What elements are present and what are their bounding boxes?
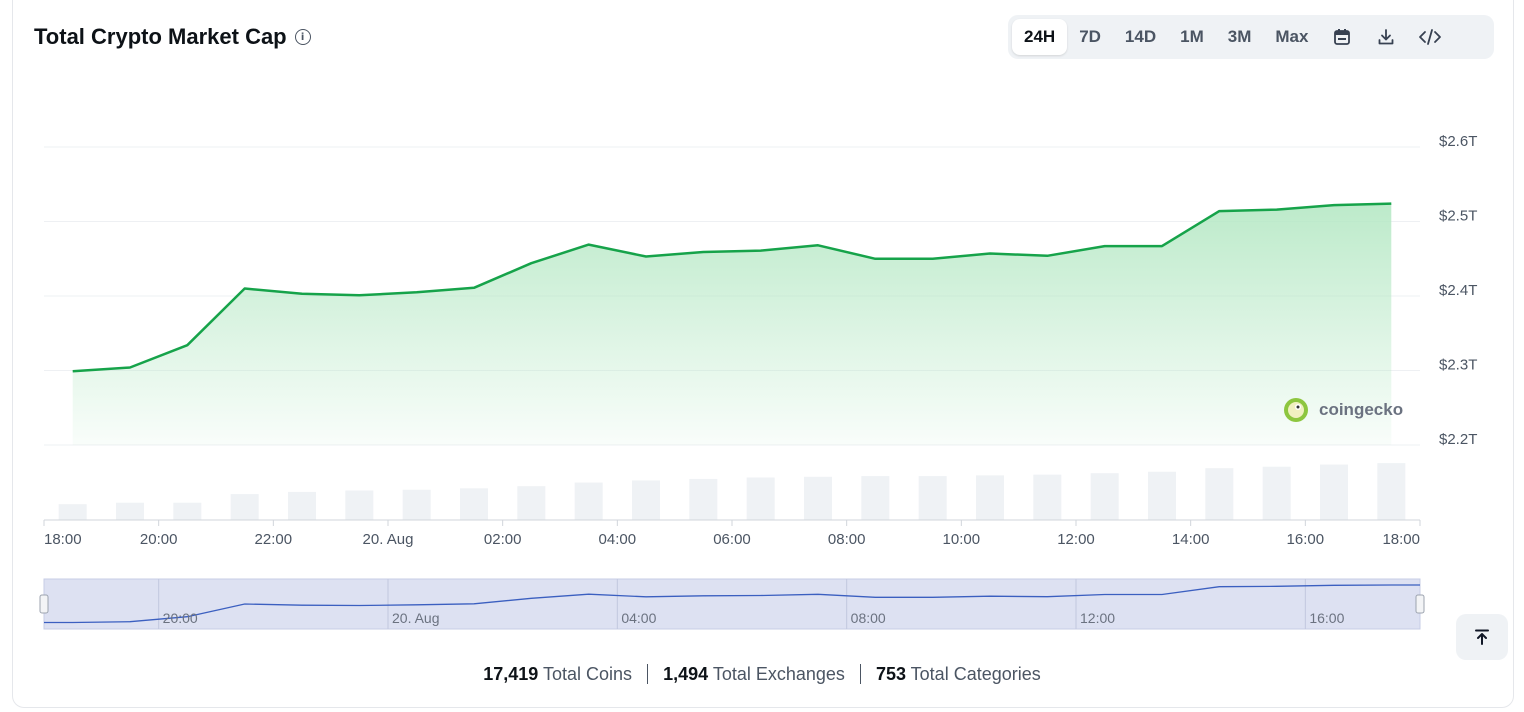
download-icon[interactable]: [1364, 19, 1408, 55]
range-max-button[interactable]: Max: [1275, 27, 1309, 46]
divider: [647, 664, 649, 684]
chart-title: Total Crypto Market Cap i: [34, 24, 311, 50]
total-categories-label: Total Categories: [910, 664, 1041, 684]
divider: [859, 664, 861, 684]
navigator-label: 04:00: [621, 610, 656, 626]
navigator[interactable]: 20:00 20. Aug 04:00 08:00 12:00 16:00: [39, 578, 1425, 630]
total-coins-label: Total Coins: [543, 664, 633, 684]
x-tick-label: 22:00: [255, 531, 293, 548]
volume-bar: [861, 476, 890, 520]
x-axis: 18:00 20:00 22:00 20. Aug 02:00 04:00 06:00 08:…: [43, 520, 1421, 548]
x-tick-label: 20. Aug: [363, 531, 414, 548]
volume-bar: [402, 489, 431, 520]
coingecko-watermark: coingecko: [1284, 398, 1403, 422]
volume-bar: [976, 475, 1004, 520]
range-toolbar: 24H 7D 14D 1M 3M Max: [1008, 15, 1494, 59]
navigator-label: 12:00: [1080, 610, 1115, 626]
volume-bar: [632, 480, 660, 520]
market-cap-area: [72, 203, 1392, 445]
y-axis: $2.2T $2.3T $2.4T $2.5T $2.6T: [1439, 133, 1477, 448]
navigator-label: 16:00: [1309, 610, 1344, 626]
volume-bar: [288, 491, 316, 520]
range-14d-button[interactable]: 14D: [1124, 27, 1157, 46]
x-tick-label: 06:00: [713, 531, 751, 548]
x-tick-label: 02:00: [484, 531, 522, 548]
y-tick-label: $2.2T: [1439, 431, 1477, 448]
total-exchanges-label: Total Exchanges: [712, 664, 845, 684]
volume-bar: [1148, 471, 1176, 520]
volume-bar: [517, 486, 546, 520]
volume-bar: [230, 494, 259, 520]
range-3m-button[interactable]: 3M: [1227, 27, 1252, 46]
volume-bar: [574, 482, 603, 520]
x-tick-label: 10:00: [943, 531, 981, 548]
arrow-up-to-line-icon: [1475, 629, 1489, 645]
volume-bars: [58, 463, 1406, 520]
range-1m-button[interactable]: 1M: [1180, 27, 1204, 46]
navigator-right-handle[interactable]: [1415, 594, 1425, 614]
navigator-line: [44, 584, 1420, 624]
x-tick-label: 20:00: [140, 531, 178, 548]
volume-bar: [345, 490, 374, 520]
volume-bar: [1262, 466, 1291, 520]
volume-bar: [1033, 474, 1062, 520]
y-tick-label: $2.5T: [1439, 208, 1477, 225]
volume-bar: [460, 488, 488, 520]
x-tick-label: 08:00: [828, 531, 866, 548]
volume-bar: [1090, 473, 1119, 520]
stats-footer: 17,419 Total Coins 1,494 Total Exchanges…: [0, 664, 1524, 685]
volume-bar: [746, 477, 775, 520]
range-24h-button[interactable]: 24H: [1012, 19, 1068, 55]
x-tick-label: 18:00: [44, 531, 82, 548]
total-coins-value: 17,419: [483, 664, 539, 684]
x-tick-label: 16:00: [1287, 531, 1325, 548]
volume-bar: [1205, 468, 1234, 520]
x-tick-label: 18:00: [1382, 531, 1420, 548]
scroll-to-top-button[interactable]: [1456, 614, 1508, 660]
x-tick-label: 04:00: [599, 531, 637, 548]
y-tick-label: $2.3T: [1439, 357, 1477, 374]
volume-bar: [173, 502, 202, 520]
chart-title-text: Total Crypto Market Cap: [34, 24, 287, 49]
volume-bar: [1320, 464, 1348, 520]
volume-bar: [689, 478, 718, 520]
x-tick-label: 12:00: [1057, 531, 1095, 548]
volume-bar: [58, 504, 87, 520]
embed-code-icon[interactable]: [1408, 19, 1452, 55]
navigator-label: 08:00: [851, 610, 886, 626]
volume-bar: [116, 502, 144, 520]
x-tick-label: 14:00: [1172, 531, 1210, 548]
range-7d-button[interactable]: 7D: [1079, 27, 1101, 46]
watermark-text: coingecko: [1319, 400, 1403, 419]
total-exchanges-value: 1,494: [663, 664, 709, 684]
info-icon[interactable]: i: [294, 29, 311, 45]
market-cap-line: [72, 202, 1392, 373]
y-tick-label: $2.4T: [1439, 282, 1477, 299]
navigator-left-handle[interactable]: [39, 594, 49, 614]
y-tick-label: $2.6T: [1439, 133, 1477, 150]
navigator-label: 20. Aug: [392, 610, 440, 626]
navigator-label: 20:00: [163, 610, 198, 626]
volume-bar: [1377, 463, 1406, 520]
volume-bar: [918, 476, 947, 520]
volume-bar: [804, 476, 832, 520]
calendar-icon[interactable]: [1320, 19, 1364, 55]
market-cap-chart: $2.2T $2.3T $2.4T $2.5T $2.6T 18:00 20:00 22:0…: [39, 133, 1477, 630]
total-categories-value: 753: [875, 664, 906, 684]
